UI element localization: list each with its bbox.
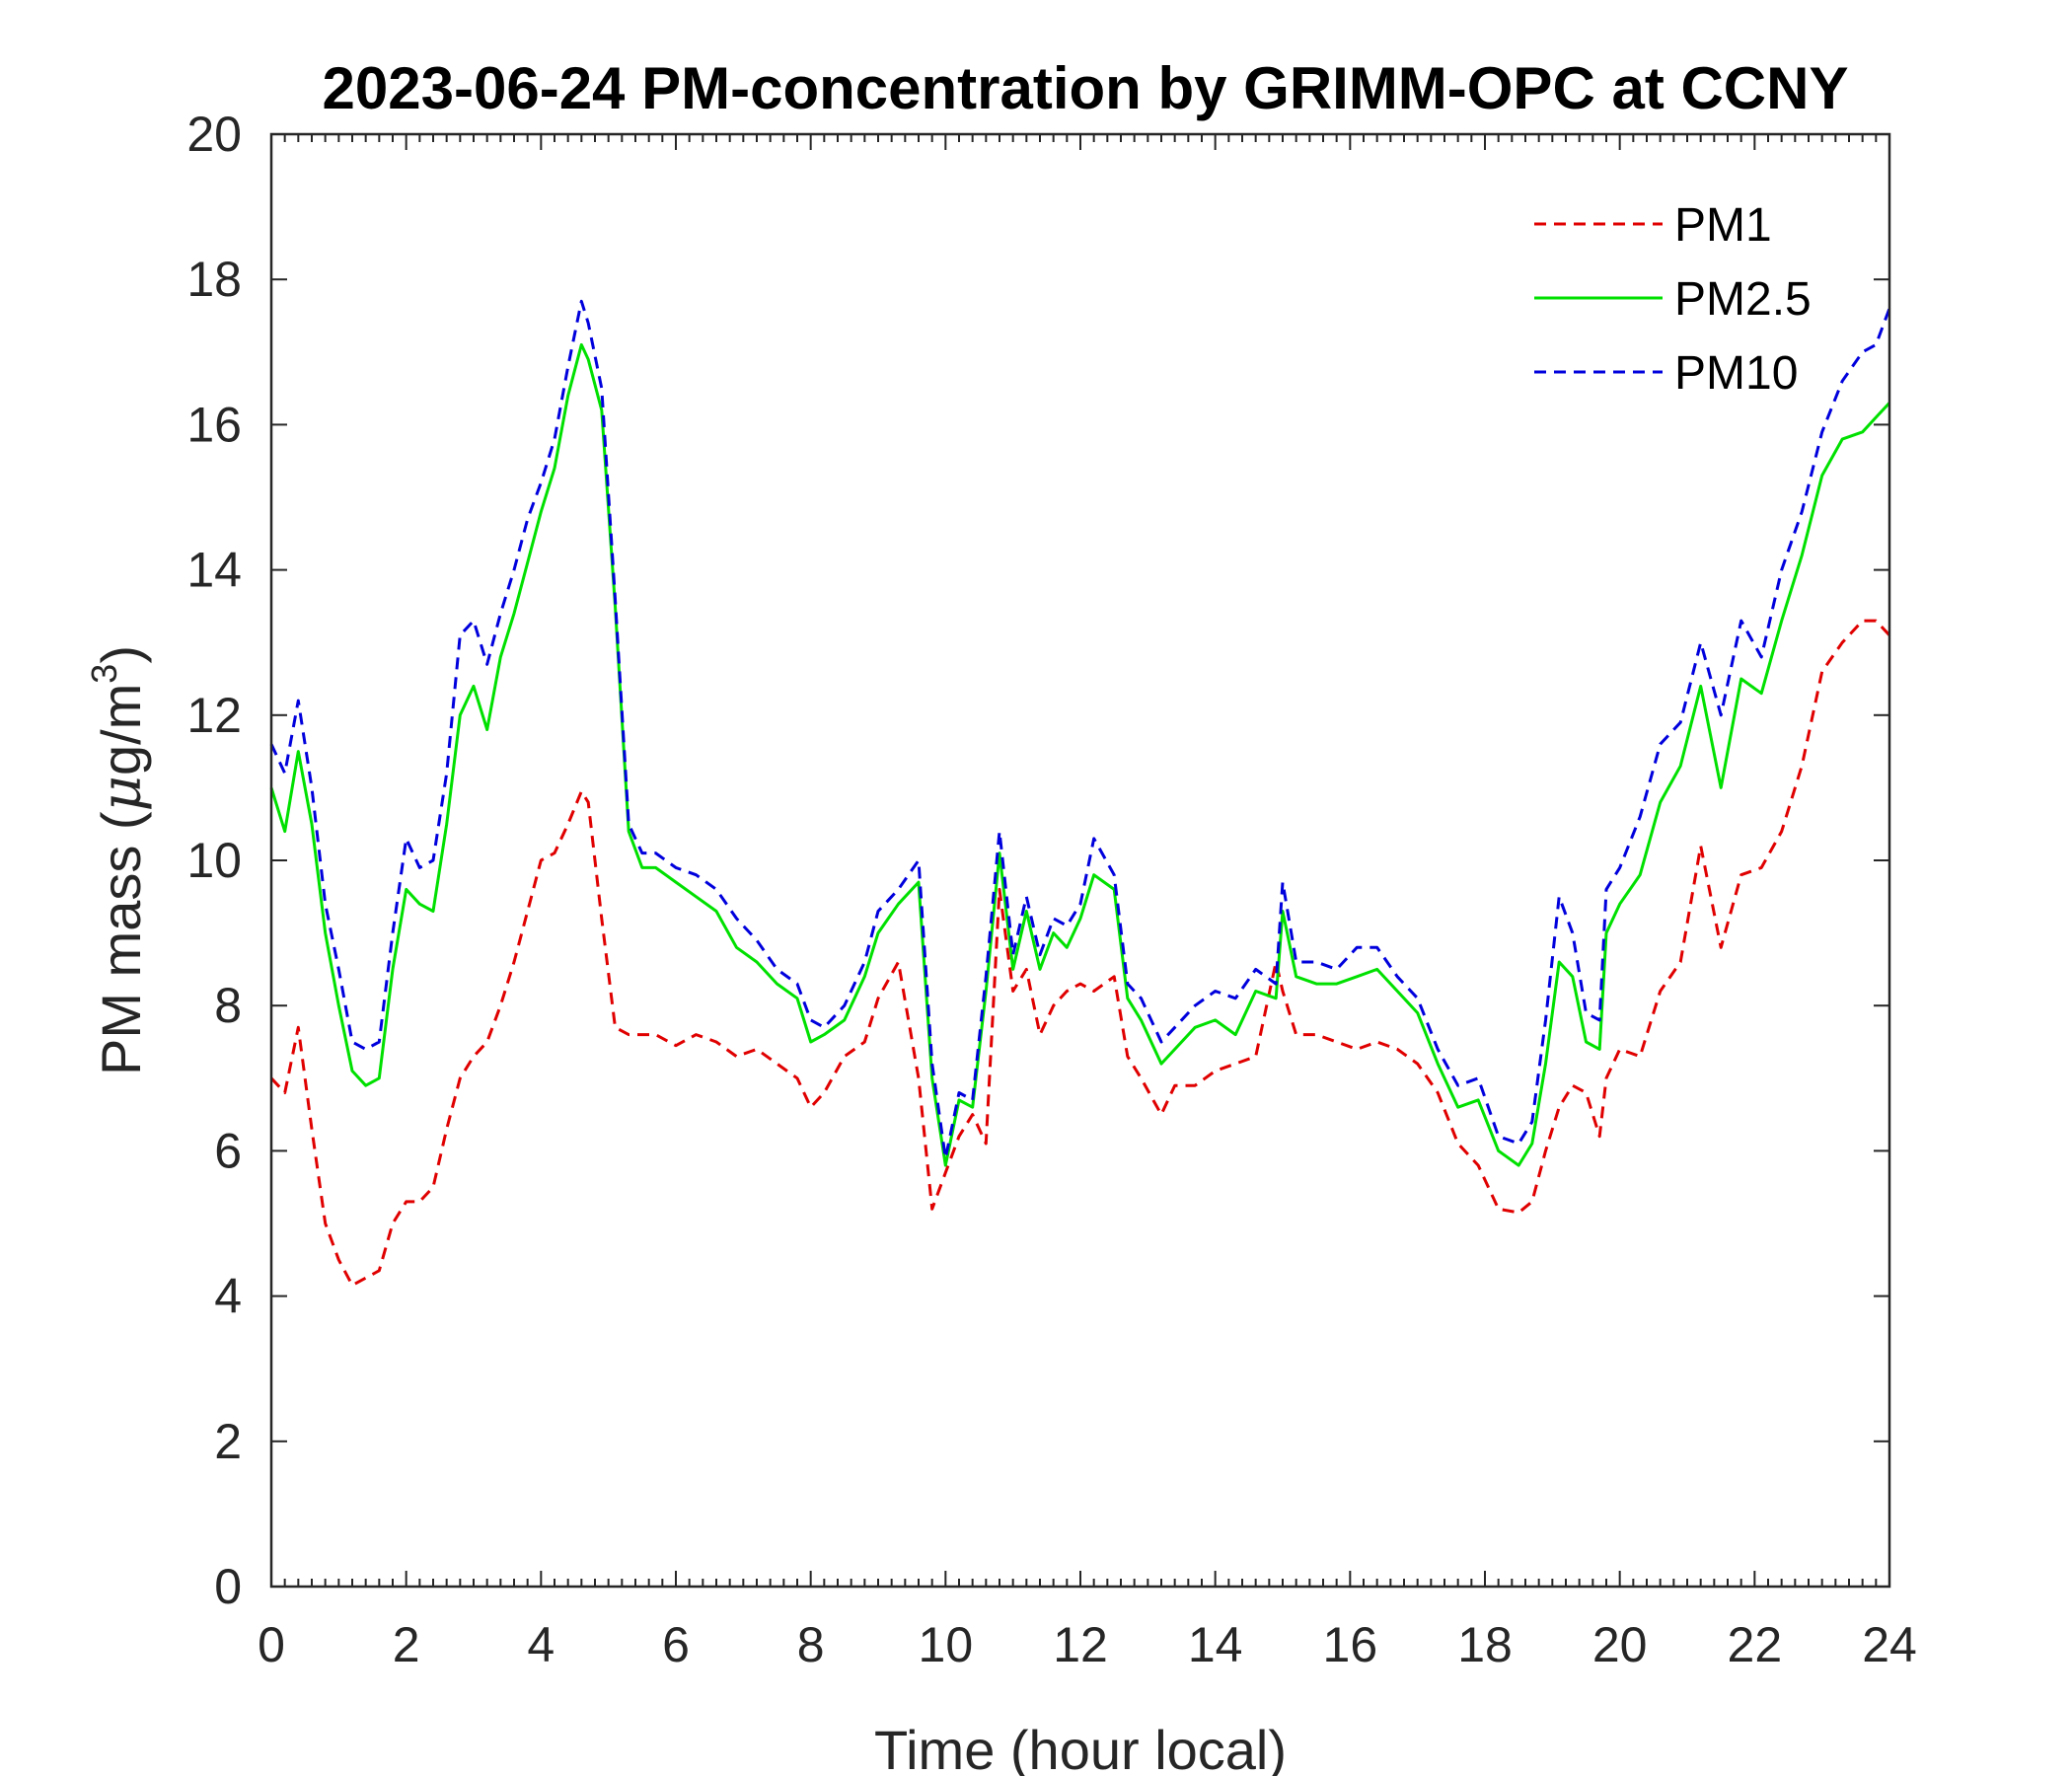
legend-label: PM2.5 xyxy=(1674,273,1812,326)
y-tick-label: 16 xyxy=(186,397,242,452)
x-tick-label: 10 xyxy=(919,1617,974,1672)
series-line-pm10 xyxy=(269,299,1891,1160)
y-axis-label-main: PM mass ( xyxy=(90,811,152,1075)
legend: PM1 PM2.5 PM10 xyxy=(1534,199,1812,400)
y-tick-label: 14 xyxy=(186,543,242,598)
y-axis-label: PM mass (μg/m3) xyxy=(84,645,154,1075)
x-tick-label: 24 xyxy=(1862,1617,1917,1672)
y-tick-label: 0 xyxy=(214,1559,242,1614)
y-tick-label: 12 xyxy=(186,688,242,743)
x-tick-label: 22 xyxy=(1728,1617,1783,1672)
x-tick-label: 4 xyxy=(527,1617,555,1672)
plot-frame xyxy=(269,132,1891,1589)
legend-label: PM10 xyxy=(1674,347,1798,400)
y-axis-label-unit: g/m xyxy=(90,684,152,776)
x-tick-label: 20 xyxy=(1592,1617,1648,1672)
x-tick-label: 2 xyxy=(393,1617,420,1672)
y-tick-label: 6 xyxy=(214,1123,242,1178)
x-tick-label: 16 xyxy=(1323,1617,1378,1672)
ticks-layer xyxy=(270,133,1890,1588)
y-tick-label: 8 xyxy=(214,978,242,1033)
x-tick-label: 12 xyxy=(1053,1617,1108,1672)
y-tick-label: 2 xyxy=(214,1414,242,1469)
x-axis-label: Time (hour local) xyxy=(874,1719,1287,1776)
series-line-pm2-5 xyxy=(269,342,1891,1167)
x-tick-label: 18 xyxy=(1457,1617,1513,1672)
x-tick-label: 14 xyxy=(1188,1617,1243,1672)
y-tick-label: 4 xyxy=(214,1269,242,1324)
series-line-pm1 xyxy=(269,619,1891,1288)
x-tick-label: 8 xyxy=(797,1617,825,1672)
y-tick-label: 20 xyxy=(186,107,242,162)
y-tick-label: 10 xyxy=(186,833,242,888)
chart-title: 2023-06-24 PM-concentration by GRIMM-OPC… xyxy=(323,55,1849,121)
y-axis-label-mu: μ xyxy=(90,776,154,811)
x-tick-label: 6 xyxy=(662,1617,690,1672)
x-tick-label: 0 xyxy=(258,1617,285,1672)
y-axis-label-close: ) xyxy=(90,645,152,664)
legend-label: PM1 xyxy=(1674,199,1772,252)
y-tick-label: 18 xyxy=(186,252,242,307)
y-axis-label-sup: 3 xyxy=(84,664,124,684)
series-layer xyxy=(269,299,1891,1288)
